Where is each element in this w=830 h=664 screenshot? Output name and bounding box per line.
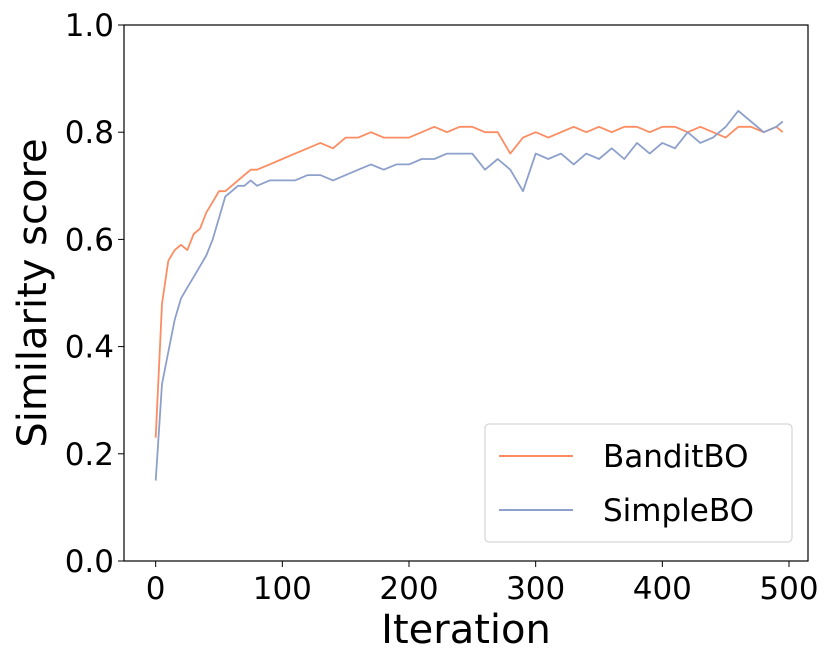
legend-label-simplebo: SimpleBO [603, 493, 754, 529]
x-tick-label: 200 [379, 571, 438, 607]
legend-box [484, 423, 793, 543]
y-tick-label: 0.4 [65, 330, 114, 366]
y-tick-label: 0.0 [65, 544, 114, 580]
x-axis-title: Iteration [381, 607, 551, 653]
x-tick-label: 400 [633, 571, 692, 607]
x-tick-label: 300 [506, 571, 565, 607]
legend-label-banditbo: BanditBO [603, 439, 748, 475]
legend: BanditBO SimpleBO [484, 423, 793, 543]
y-tick-label: 1.0 [65, 8, 114, 44]
plot-area [154, 109, 784, 481]
series-line-banditbo [154, 125, 784, 438]
y-tick-label: 0.2 [65, 437, 114, 473]
x-tick-label: 0 [146, 571, 166, 607]
series-line-simplebo [154, 109, 784, 481]
y-axis: 0.0 0.2 0.4 0.6 0.8 1.0 [65, 8, 124, 580]
y-axis-title: Similarity score [10, 138, 56, 447]
y-tick-label: 0.6 [65, 222, 114, 258]
x-tick-label: 100 [253, 571, 312, 607]
x-tick-label: 500 [759, 571, 818, 607]
y-tick-label: 0.8 [65, 115, 114, 151]
x-axis: 0 100 200 300 400 500 [146, 561, 819, 607]
plot-frame [123, 24, 809, 562]
